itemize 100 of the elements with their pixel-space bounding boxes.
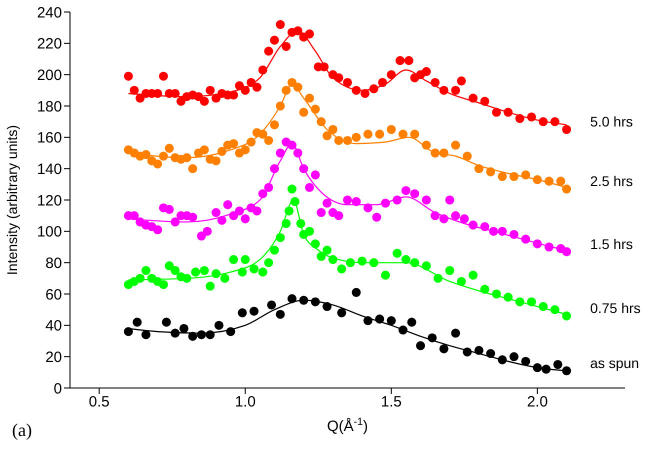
point [310, 170, 320, 180]
point [220, 274, 230, 283]
point [264, 136, 274, 145]
point [264, 182, 274, 192]
point [342, 78, 352, 88]
point [422, 261, 431, 270]
point [258, 268, 268, 277]
point [451, 86, 460, 95]
point [176, 96, 186, 106]
point [250, 306, 259, 316]
point [276, 101, 285, 111]
point [276, 148, 285, 158]
point [270, 36, 279, 45]
point [375, 314, 384, 324]
point [270, 246, 279, 255]
point [521, 356, 530, 366]
point [310, 104, 320, 114]
point [282, 218, 291, 228]
point [250, 264, 259, 274]
point [380, 198, 390, 208]
y-tick-label: 100 [36, 224, 62, 241]
point [258, 189, 268, 198]
series-label: 0.75 hrs [590, 300, 641, 316]
point [182, 274, 192, 283]
point [346, 258, 355, 268]
point [290, 197, 300, 206]
point [544, 176, 554, 186]
point [562, 247, 572, 256]
point [234, 206, 244, 216]
point [240, 145, 250, 154]
point [188, 212, 198, 222]
point [164, 261, 174, 270]
point [287, 294, 297, 304]
point [238, 308, 247, 318]
point [480, 284, 490, 294]
point [217, 146, 226, 156]
point [217, 216, 226, 225]
point [328, 255, 338, 264]
point [439, 214, 448, 224]
point [498, 226, 507, 236]
point [246, 78, 256, 88]
y-axis-title: Intensity (arbitrary units) [4, 124, 20, 276]
point [486, 167, 496, 176]
point [504, 292, 513, 302]
x-axis-title: Q(Å$^{-1}$) [326, 416, 368, 435]
point [305, 182, 314, 192]
point [296, 218, 306, 228]
point [200, 266, 209, 276]
point [287, 78, 297, 88]
point [223, 200, 232, 210]
point [322, 302, 332, 312]
point [293, 82, 302, 92]
point [141, 150, 150, 160]
point [200, 145, 209, 154]
point [462, 152, 472, 161]
point [392, 248, 402, 258]
y-tick-label: 180 [36, 98, 62, 116]
point [430, 78, 440, 88]
point [206, 86, 215, 95]
point [439, 148, 448, 158]
point [492, 108, 501, 117]
point [200, 96, 209, 106]
point [398, 326, 408, 335]
point [342, 195, 352, 205]
point [509, 230, 519, 239]
y-tick-label: 200 [36, 66, 62, 84]
y-tick-label: 20 [45, 348, 62, 366]
point [504, 108, 513, 117]
point [246, 138, 256, 147]
point [252, 206, 262, 216]
point [375, 130, 384, 139]
point [386, 124, 396, 134]
point [401, 255, 410, 264]
point [162, 318, 171, 327]
point [532, 239, 542, 248]
point [196, 330, 206, 340]
point [352, 197, 361, 206]
y-tick-label: 60 [45, 286, 62, 304]
point [430, 211, 440, 220]
point [196, 232, 206, 241]
point [130, 86, 139, 95]
point [474, 164, 484, 174]
point [287, 184, 297, 194]
point [310, 239, 320, 248]
point [194, 92, 204, 102]
point [538, 117, 548, 126]
point [363, 316, 372, 326]
point [170, 266, 180, 276]
point [170, 328, 180, 338]
point [287, 140, 297, 150]
point [521, 170, 530, 180]
point [562, 184, 572, 194]
point [474, 346, 484, 355]
point [462, 347, 472, 356]
point [212, 156, 221, 166]
y-tick-label: 80 [45, 254, 62, 272]
point [282, 86, 291, 95]
point [352, 132, 361, 142]
point [141, 266, 150, 276]
point [396, 56, 405, 66]
